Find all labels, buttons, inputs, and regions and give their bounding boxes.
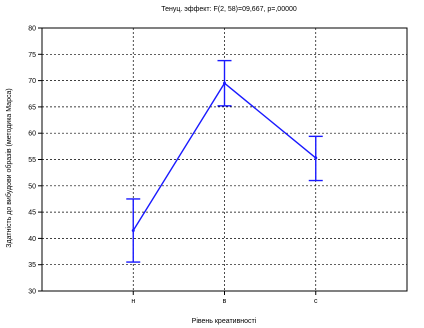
y-tick-label: 40 [28, 236, 36, 243]
y-tick-label: 45 [28, 210, 36, 217]
chart-title: Тенуц. эффект: F(2, 58)=09,667, p=,00000 [161, 6, 297, 13]
x-tick-label: с [314, 298, 318, 305]
x-tick-label: н [131, 298, 135, 305]
y-tick-label: 70 [28, 78, 36, 85]
data-point [223, 81, 226, 85]
series-layer [126, 59, 323, 263]
y-tick-label: 35 [28, 262, 36, 269]
y-tick-label: 60 [28, 131, 36, 138]
data-point [314, 156, 318, 160]
y-axis-title: Здатність до вибудови образів (методика … [5, 88, 13, 247]
data-point [131, 229, 135, 233]
y-tick-label: 80 [28, 26, 36, 33]
y-tick-label: 30 [28, 289, 36, 296]
x-tick-label: в [223, 298, 227, 305]
y-axis-ticks: 30 35 40 45 50 55 60 65 70 75 80 [28, 26, 42, 296]
y-tick-label: 75 [28, 52, 36, 59]
y-tick-label: 50 [28, 183, 36, 190]
y-tick-label: 55 [28, 157, 36, 164]
y-tick-label: 65 [28, 104, 36, 111]
grid-lines [42, 28, 407, 291]
x-axis-title: Рівень креативності [192, 317, 257, 325]
